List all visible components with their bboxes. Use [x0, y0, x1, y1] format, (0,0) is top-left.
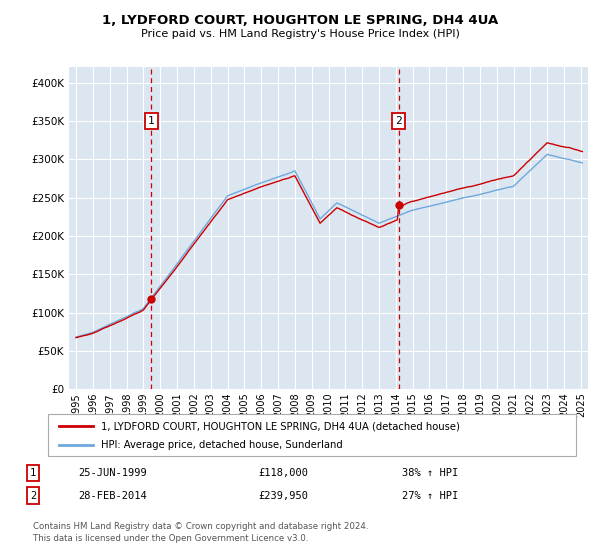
Text: 2: 2 — [395, 116, 402, 126]
Text: 25-JUN-1999: 25-JUN-1999 — [78, 468, 147, 478]
Text: £118,000: £118,000 — [258, 468, 308, 478]
Text: 1, LYDFORD COURT, HOUGHTON LE SPRING, DH4 4UA: 1, LYDFORD COURT, HOUGHTON LE SPRING, DH… — [102, 14, 498, 27]
Text: 1: 1 — [148, 116, 155, 126]
Text: 2: 2 — [30, 491, 36, 501]
Text: 27% ↑ HPI: 27% ↑ HPI — [402, 491, 458, 501]
Text: 38% ↑ HPI: 38% ↑ HPI — [402, 468, 458, 478]
Text: Contains HM Land Registry data © Crown copyright and database right 2024.
This d: Contains HM Land Registry data © Crown c… — [33, 522, 368, 543]
Text: HPI: Average price, detached house, Sunderland: HPI: Average price, detached house, Sund… — [101, 440, 343, 450]
Text: 1: 1 — [30, 468, 36, 478]
Text: Price paid vs. HM Land Registry's House Price Index (HPI): Price paid vs. HM Land Registry's House … — [140, 29, 460, 39]
Text: £239,950: £239,950 — [258, 491, 308, 501]
Text: 1, LYDFORD COURT, HOUGHTON LE SPRING, DH4 4UA (detached house): 1, LYDFORD COURT, HOUGHTON LE SPRING, DH… — [101, 421, 460, 431]
Text: 28-FEB-2014: 28-FEB-2014 — [78, 491, 147, 501]
